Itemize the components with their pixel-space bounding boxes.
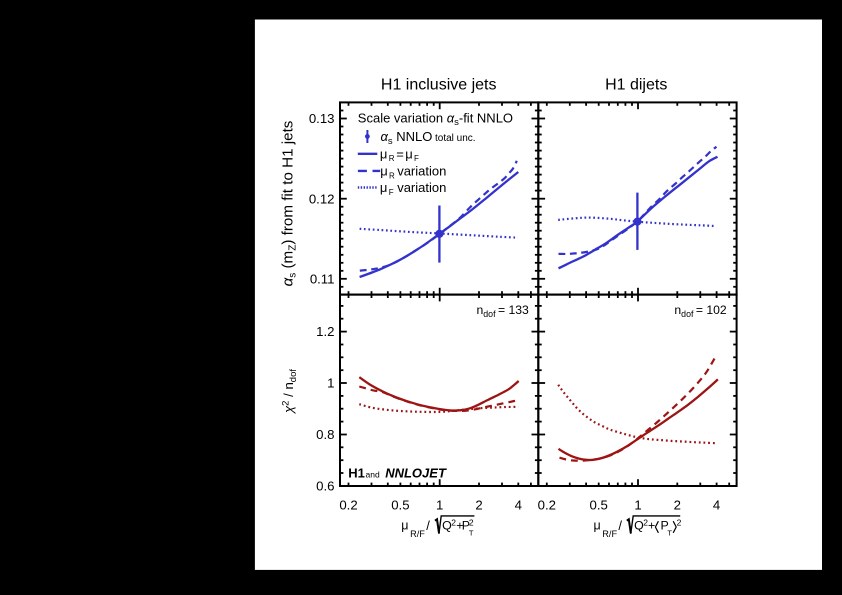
svg-text:0.5: 0.5 — [590, 498, 608, 513]
svg-text:μ: μ — [380, 146, 388, 161]
svg-text:F: F — [389, 188, 394, 197]
svg-text:H1 inclusive jets: H1 inclusive jets — [381, 77, 497, 94]
svg-text:0.13: 0.13 — [309, 111, 335, 126]
svg-text:μ: μ — [401, 519, 408, 533]
svg-text:2: 2 — [677, 518, 682, 528]
svg-text:αs (mZ) from fit to H1 jets: αs (mZ) from fit to H1 jets — [279, 120, 298, 286]
svg-text:0.11: 0.11 — [310, 271, 335, 286]
svg-text:2: 2 — [475, 498, 482, 513]
svg-text:T: T — [469, 528, 474, 537]
svg-text:P: P — [462, 519, 470, 533]
svg-text:1: 1 — [327, 376, 334, 391]
svg-text:variation: variation — [397, 163, 446, 178]
svg-text:μ: μ — [594, 519, 601, 533]
svg-text:variation: variation — [397, 180, 446, 195]
svg-text:total unc.: total unc. — [435, 133, 476, 144]
svg-text:=: = — [396, 146, 404, 161]
svg-text:2: 2 — [674, 498, 681, 513]
svg-text:R: R — [389, 154, 395, 163]
svg-text:Q: Q — [442, 519, 452, 533]
svg-text:Scale variation αs-fit NNLO: Scale variation αs-fit NNLO — [358, 110, 513, 128]
svg-text:0.6: 0.6 — [316, 479, 334, 494]
svg-text:0.12: 0.12 — [309, 191, 335, 206]
svg-text:Q: Q — [634, 519, 644, 533]
svg-text:4: 4 — [713, 498, 720, 513]
svg-text:0.2: 0.2 — [339, 498, 357, 513]
svg-text:P: P — [661, 519, 669, 533]
svg-text:+: + — [648, 519, 655, 533]
svg-text:2: 2 — [469, 518, 474, 528]
svg-text:χ2 / ndof: χ2 / ndof — [281, 369, 299, 414]
svg-text:αs NNLO: αs NNLO — [381, 129, 433, 147]
svg-text:1: 1 — [634, 498, 641, 513]
svg-text:1.2: 1.2 — [316, 324, 334, 339]
svg-text:H1 dijets: H1 dijets — [605, 77, 667, 94]
svg-text:R/F: R/F — [602, 529, 617, 539]
svg-text:F: F — [414, 154, 419, 163]
svg-text:4: 4 — [515, 498, 522, 513]
svg-text:0.5: 0.5 — [391, 498, 409, 513]
svg-text:μ: μ — [380, 180, 388, 195]
svg-text:μ: μ — [380, 163, 388, 178]
svg-text:/: / — [618, 518, 622, 533]
svg-text:R/F: R/F — [410, 529, 425, 539]
svg-text:2: 2 — [451, 518, 456, 528]
svg-text:1: 1 — [436, 498, 443, 513]
svg-text:2: 2 — [643, 518, 648, 528]
svg-text:0.8: 0.8 — [316, 427, 334, 442]
svg-text:R: R — [389, 171, 395, 180]
svg-text:/: / — [426, 518, 430, 533]
svg-text:+: + — [456, 519, 463, 533]
svg-text:μ: μ — [405, 146, 413, 161]
svg-text:T: T — [667, 528, 672, 537]
svg-text:0.2: 0.2 — [538, 498, 556, 513]
